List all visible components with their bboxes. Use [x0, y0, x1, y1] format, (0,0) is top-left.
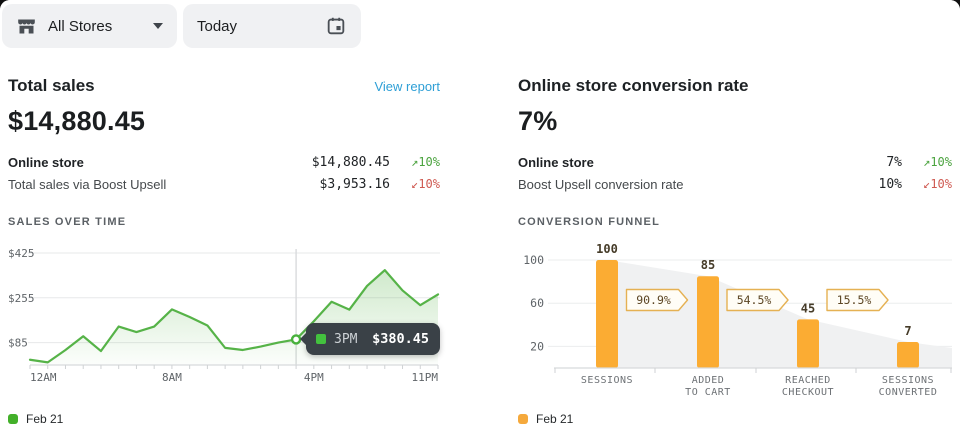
bar-value-label: 45 — [801, 301, 815, 315]
conversion-metric-rows: Online store 7% ↗10% Boost Upsell conversio… — [518, 151, 952, 195]
top-bar: All Stores Today — [0, 0, 960, 56]
metric-label: Online store — [518, 154, 594, 170]
bar-value-label: 85 — [701, 258, 715, 272]
hover-point-marker — [290, 334, 302, 345]
y-axis-label: 60 — [530, 296, 544, 310]
metric-value: 10% — [878, 176, 902, 192]
funnel-bar — [697, 276, 719, 368]
metric-row: Online store 7% ↗10% — [518, 151, 952, 173]
metric-label: Boost Upsell conversion rate — [518, 176, 684, 192]
store-selector-label: All Stores — [48, 17, 113, 35]
total-sales-amount: $14,880.45 — [8, 106, 146, 136]
funnel-bar — [897, 342, 919, 368]
metric-delta-up: ↗10% — [411, 155, 440, 169]
conversion-header: Online store conversion rate — [518, 76, 952, 98]
tooltip-value: $380.45 — [372, 331, 429, 347]
step-percentage-label: 54.5% — [737, 293, 772, 307]
conversion-rate-amount: 7% — [518, 106, 558, 136]
chevron-down-icon — [153, 23, 163, 29]
conversion-title: Online store conversion rate — [518, 76, 749, 95]
y-axis-label: 100 — [523, 253, 544, 267]
bar-value-label: 7 — [904, 324, 911, 338]
funnel-legend-swatch — [518, 414, 528, 424]
calendar-icon — [325, 15, 347, 37]
conversion-funnel-chart[interactable]: 100 60 20 100 85 45 7 90.9% 54.5% 15.5% SESSIONS AD… — [518, 236, 952, 400]
sales-over-time-chart[interactable]: $425 $255 $85 12AM 8AM 4PM 11PM — [8, 236, 440, 384]
sales-over-time-title: SALES OVER TIME — [8, 216, 127, 228]
metric-value: 7% — [886, 154, 902, 170]
sales-legend: Feb 21 — [8, 412, 63, 426]
date-selector-button[interactable]: Today — [183, 4, 361, 48]
bar-value-label: 100 — [596, 242, 618, 256]
metric-row: Boost Upsell conversion rate 10% ↙10% — [518, 173, 952, 195]
metric-value: $3,953.16 — [319, 176, 390, 192]
sales-legend-label: Feb 21 — [26, 412, 64, 426]
category-label: CONVERTED — [879, 387, 938, 398]
conversion-funnel-title: CONVERSION FUNNEL — [518, 216, 661, 228]
funnel-legend: Feb 21 — [518, 412, 573, 426]
tooltip-time: 3PM — [334, 331, 358, 347]
sales-metric-rows: Online store $14,880.45 ↗10% Total sales vi… — [8, 151, 440, 195]
x-axis-label: 12AM — [30, 371, 57, 384]
funnel-legend-label: Feb 21 — [536, 412, 574, 426]
metric-delta-up: ↗10% — [923, 155, 952, 169]
metric-delta-down: ↙10% — [923, 177, 952, 191]
category-label: TO CART — [685, 387, 731, 398]
funnel-shadow-area — [607, 260, 952, 368]
date-selector-label: Today — [197, 17, 238, 35]
step-percentage-badge — [826, 288, 889, 312]
funnel-bar — [596, 260, 618, 368]
chart-tooltip: 3PM $380.45 — [300, 323, 440, 355]
funnel-bar — [797, 319, 819, 368]
category-label: CHECKOUT — [782, 387, 834, 398]
sales-line — [28, 269, 440, 364]
y-axis-label: 20 — [530, 339, 544, 353]
x-axis-label: 8AM — [162, 371, 182, 384]
y-axis-label: $425 — [8, 247, 35, 260]
step-percentage-badge — [625, 288, 689, 312]
storefront-icon — [16, 16, 37, 37]
category-label: REACHED — [785, 375, 831, 386]
step-percentage-label: 15.5% — [837, 293, 872, 307]
metric-row: Total sales via Boost Upsell $3,953.16 ↙10… — [8, 173, 440, 195]
total-sales-title: Total sales — [8, 76, 95, 95]
metric-label: Online store — [8, 154, 84, 170]
total-sales-panel: Total sales View report $14,880.45 Onlin… — [8, 76, 440, 431]
x-axis-label: 11PM — [412, 371, 439, 384]
y-axis-label: $255 — [8, 292, 35, 305]
y-axis-label: $85 — [8, 337, 28, 350]
total-sales-header: Total sales View report — [8, 76, 440, 98]
metric-delta-down: ↙10% — [411, 177, 440, 191]
category-label: SESSIONS — [581, 375, 633, 386]
store-selector-button[interactable]: All Stores — [2, 4, 177, 48]
view-report-link[interactable]: View report — [374, 79, 440, 94]
metric-label: Total sales via Boost Upsell — [8, 176, 167, 192]
conversion-rate-panel: Online store conversion rate 7% Online s… — [518, 76, 952, 431]
metric-row: Online store $14,880.45 ↗10% — [8, 151, 440, 173]
step-percentage-badge — [726, 288, 789, 312]
tooltip-series-swatch — [316, 334, 326, 344]
sales-legend-swatch — [8, 414, 18, 424]
step-percentage-label: 90.9% — [636, 293, 671, 307]
x-axis-label: 4PM — [304, 371, 324, 384]
category-label: ADDED — [692, 375, 725, 386]
category-label: SESSIONS — [882, 375, 934, 386]
metric-value: $14,880.45 — [311, 154, 390, 170]
